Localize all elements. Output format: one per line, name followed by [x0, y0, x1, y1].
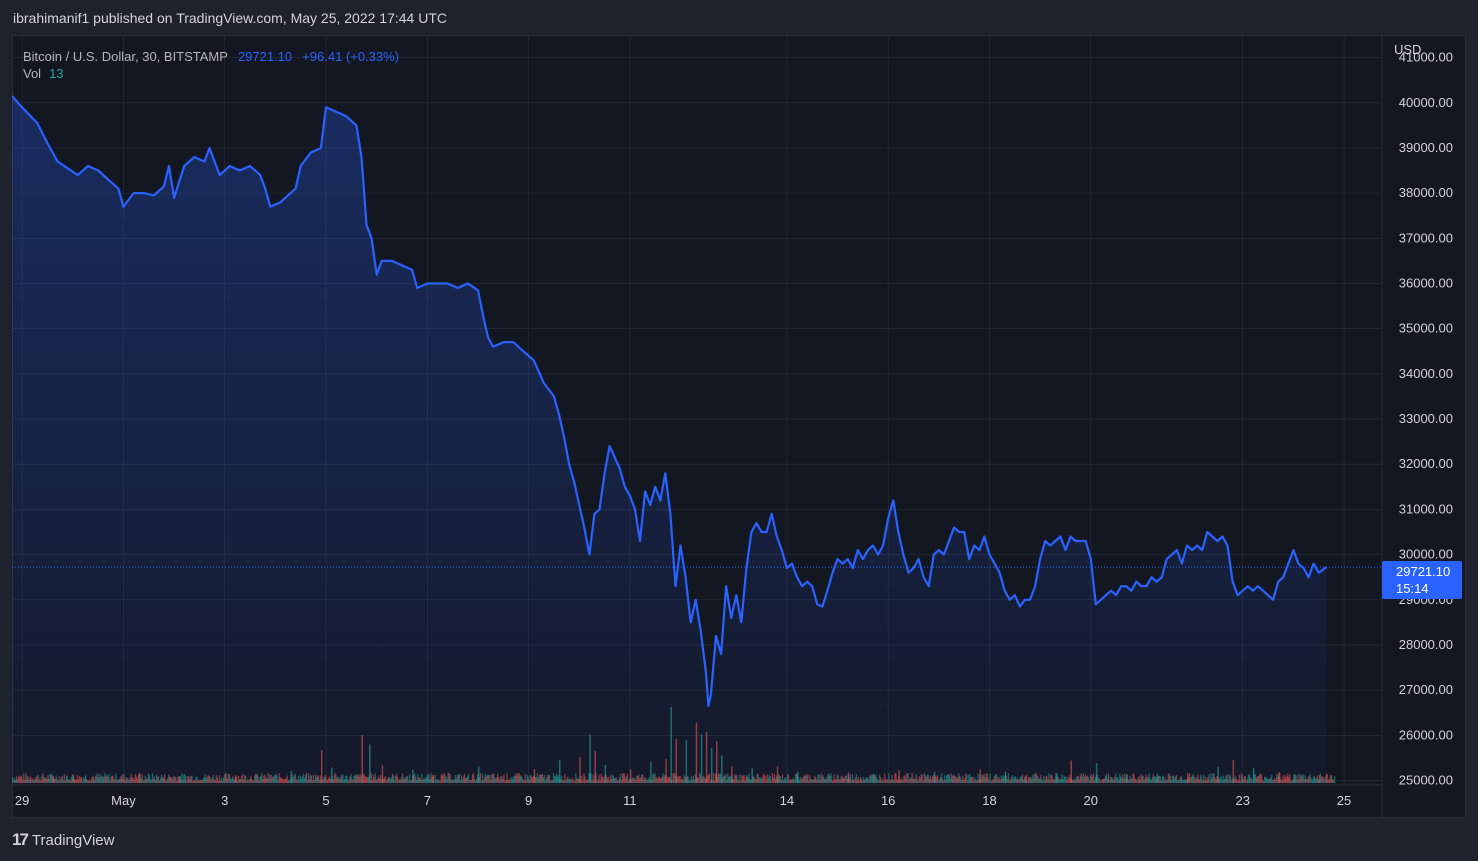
time-tick-label: 7 — [424, 793, 431, 808]
price-tick-label: 26000.00 — [1399, 727, 1453, 742]
legend-change: +96.41 (+0.33%) — [302, 48, 400, 64]
price-tick-label: 27000.00 — [1399, 682, 1453, 697]
price-tick-label: 35000.00 — [1399, 321, 1453, 336]
volume-bar — [1327, 779, 1330, 783]
tradingview-logo-icon: 17 — [12, 830, 29, 849]
time-axis: 29 May 3 5 7 9 11 14 16 18 20 23 25 — [15, 793, 1351, 808]
price-tick-label: 38000.00 — [1399, 185, 1453, 200]
volume-label[interactable]: Vol — [23, 66, 42, 81]
chart-legend: Bitcoin / U.S. Dollar, 30, BITSTAMP 2972… — [23, 46, 399, 66]
price-tick-label: 31000.00 — [1399, 501, 1453, 516]
volume-bar — [1332, 780, 1335, 783]
price-tick-label: 39000.00 — [1399, 140, 1453, 155]
price-tick-label: 25000.00 — [1399, 772, 1453, 787]
symbol-description[interactable]: Bitcoin / U.S. Dollar, 30, BITSTAMP — [23, 48, 228, 64]
time-tick-label: 11 — [623, 793, 637, 808]
time-tick-label: 29 — [15, 793, 29, 808]
time-tick-label: 3 — [221, 793, 228, 808]
volume-bar — [1325, 774, 1328, 783]
price-tick-label: 28000.00 — [1399, 637, 1453, 652]
volume-bar — [1326, 774, 1329, 783]
tradingview-logo-text: TradingView — [31, 831, 115, 849]
time-tick-label: 20 — [1084, 793, 1098, 808]
currency-label[interactable]: USD — [1394, 42, 1422, 57]
time-tick-label: 18 — [982, 793, 996, 808]
price-area-fill — [12, 96, 1327, 785]
price-tick-label: 36000.00 — [1399, 275, 1453, 290]
price-tick-label: 37000.00 — [1399, 230, 1453, 245]
price-tick-label: 32000.00 — [1399, 456, 1453, 471]
volume-bar — [1328, 778, 1331, 783]
price-tick-label: 41000.00 — [1399, 50, 1453, 65]
price-line — [12, 95, 1327, 708]
tradingview-logo[interactable]: 17 TradingView — [12, 830, 114, 850]
price-tick-label: 40000.00 — [1399, 95, 1453, 110]
bar-countdown: 15:14 — [1396, 581, 1429, 596]
price-chart[interactable]: 25000.0026000.0027000.0028000.0029000.00… — [12, 35, 1466, 818]
time-tick-label: 5 — [322, 793, 329, 808]
volume-value: 13 — [49, 66, 64, 81]
time-tick-label: 25 — [1337, 793, 1351, 808]
legend-price: 29721.10 — [237, 48, 293, 64]
time-tick-label: May — [111, 793, 136, 808]
volume-bar — [1330, 775, 1333, 783]
publisher-header: ibrahimanif1 published on TradingView.co… — [13, 10, 447, 26]
price-tick-label: 33000.00 — [1399, 411, 1453, 426]
last-price-tag: 29721.10 15:14 — [1382, 561, 1462, 599]
time-tick-label: 14 — [780, 793, 794, 808]
volume-bar — [1329, 775, 1332, 783]
volume-bar — [1333, 775, 1336, 783]
time-tick-label: 9 — [525, 793, 532, 808]
volume-legend: Vol 13 — [23, 66, 64, 81]
price-tick-label: 34000.00 — [1399, 366, 1453, 381]
volume-bar — [1331, 779, 1334, 783]
price-tick-label: 30000.00 — [1399, 547, 1453, 562]
time-tick-label: 23 — [1235, 793, 1249, 808]
price-axis: 25000.0026000.0027000.0028000.0029000.00… — [1399, 50, 1453, 788]
last-price-value: 29721.10 — [1396, 564, 1451, 579]
time-tick-label: 16 — [881, 793, 895, 808]
